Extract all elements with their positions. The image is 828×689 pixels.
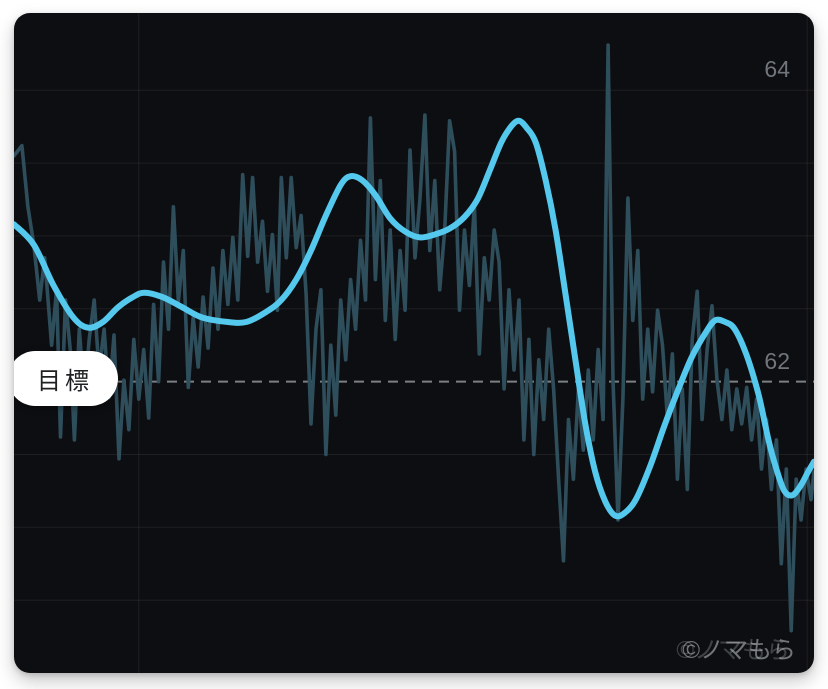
y-axis-tick-label: 62 <box>764 347 790 374</box>
watermark-text: ©ノマもら <box>682 637 796 664</box>
target-label-pill: 目標 <box>14 351 118 406</box>
chart-card: 64 62 目標 ©ノマもら <box>14 13 814 673</box>
smoothed-series-line <box>14 117 814 520</box>
raw-series-line <box>14 43 814 633</box>
chart-plot-area <box>14 13 814 673</box>
y-axis-tick-label: 64 <box>764 56 790 83</box>
target-label-text: 目標 <box>37 368 93 395</box>
vertical-gridlines <box>138 13 808 673</box>
